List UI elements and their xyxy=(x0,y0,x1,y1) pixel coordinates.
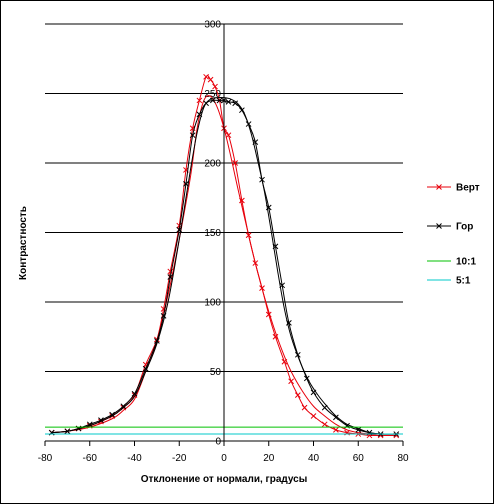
marker-stroke xyxy=(355,427,362,433)
data-point xyxy=(207,76,214,83)
x-tick-label: -80 xyxy=(38,453,53,464)
data-point xyxy=(333,414,339,421)
marker-stroke xyxy=(310,413,317,419)
y-axis-label: Контрастность xyxy=(18,206,29,280)
y-tick-label: 250 xyxy=(204,89,221,100)
x-axis-label: Отклонение от нормали, градусы xyxy=(141,474,308,485)
marker-stroke xyxy=(239,107,245,114)
tick-labels: 0 50 100 150 200 250 300 -80 -60 -40 -20 0 20 40 60 80 xyxy=(38,20,409,465)
legend-marker xyxy=(436,223,442,229)
marker-stroke xyxy=(225,132,232,139)
marker-stroke xyxy=(225,98,232,105)
data-point xyxy=(294,392,301,398)
data-point xyxy=(216,97,223,104)
x-tick-label: -60 xyxy=(83,453,98,464)
data-point xyxy=(131,390,138,397)
marker-stroke xyxy=(207,76,214,83)
data-point xyxy=(109,411,115,418)
marker-stroke xyxy=(176,222,183,229)
marker-stroke xyxy=(301,404,308,411)
legend-label: 5:1 xyxy=(456,276,471,287)
legend-item: 10:1 xyxy=(427,257,476,268)
y-tick-label: 100 xyxy=(204,298,221,309)
marker-stroke xyxy=(239,197,245,204)
axes xyxy=(44,23,404,446)
x-tick-label: -20 xyxy=(172,453,187,464)
marker-stroke xyxy=(232,160,239,166)
data-point xyxy=(321,421,328,428)
data-point xyxy=(310,413,317,419)
x-tick-label: 60 xyxy=(353,453,365,464)
data-point xyxy=(225,132,232,139)
series-line xyxy=(51,99,397,435)
series-2 xyxy=(48,97,400,437)
legend-item: 5:1 xyxy=(427,276,471,287)
marker-stroke xyxy=(436,184,442,190)
marker-stroke xyxy=(167,274,174,280)
marker-stroke xyxy=(294,392,301,398)
series-line xyxy=(51,96,397,435)
x-tick-label: -40 xyxy=(127,453,142,464)
y-tick-label: 300 xyxy=(204,20,221,31)
series-line xyxy=(51,95,397,437)
data-point xyxy=(167,274,174,280)
marker-stroke xyxy=(303,375,310,382)
marker-stroke xyxy=(209,97,216,104)
y-tick-label: 0 xyxy=(215,437,221,448)
marker-stroke xyxy=(288,378,294,385)
y-tick-label: 200 xyxy=(204,159,221,170)
x-tick-label: 20 xyxy=(263,453,275,464)
marker-stroke xyxy=(321,421,328,428)
marker-stroke xyxy=(109,411,115,418)
data-point xyxy=(288,378,294,385)
data-point xyxy=(301,404,308,411)
legend-item: Гор xyxy=(427,222,473,233)
data-point xyxy=(120,403,127,410)
marker-stroke xyxy=(189,132,196,139)
legend-label: Верт xyxy=(456,183,480,194)
marker-stroke xyxy=(436,223,442,229)
marker-stroke xyxy=(203,73,209,80)
marker-stroke xyxy=(131,390,138,397)
marker-stroke xyxy=(212,83,218,90)
data-point xyxy=(232,100,239,107)
legend: Верт Гор 10:1 5:1 xyxy=(427,183,480,287)
x-tick-label: 80 xyxy=(397,453,409,464)
legend-label: 10:1 xyxy=(456,257,476,268)
data-point xyxy=(232,160,239,166)
marker-stroke xyxy=(196,111,203,118)
data-point xyxy=(212,83,218,90)
marker-stroke xyxy=(216,97,223,104)
x-tick-label: 0 xyxy=(221,453,227,464)
marker-stroke xyxy=(196,97,203,104)
marker-stroke xyxy=(183,180,189,187)
data-point xyxy=(225,98,232,105)
series-3 xyxy=(51,96,397,435)
marker-stroke xyxy=(265,311,272,318)
marker-stroke xyxy=(286,319,292,326)
y-tick-label: 50 xyxy=(210,367,222,378)
data-point xyxy=(333,427,339,433)
legend-marker xyxy=(436,184,442,190)
x-tick-label: 40 xyxy=(308,453,320,464)
marker-stroke xyxy=(333,414,339,421)
legend-item: Верт xyxy=(427,183,480,194)
data-point xyxy=(196,97,203,104)
y-tick-label: 150 xyxy=(204,228,221,239)
marker-stroke xyxy=(142,361,149,368)
series-1 xyxy=(51,95,397,437)
marker-stroke xyxy=(120,403,127,410)
data-point xyxy=(189,132,196,139)
data-point xyxy=(203,73,209,80)
marker-stroke xyxy=(272,333,279,340)
marker-stroke xyxy=(333,427,339,433)
legend-label: Гор xyxy=(456,222,473,233)
marker-stroke xyxy=(232,100,239,107)
